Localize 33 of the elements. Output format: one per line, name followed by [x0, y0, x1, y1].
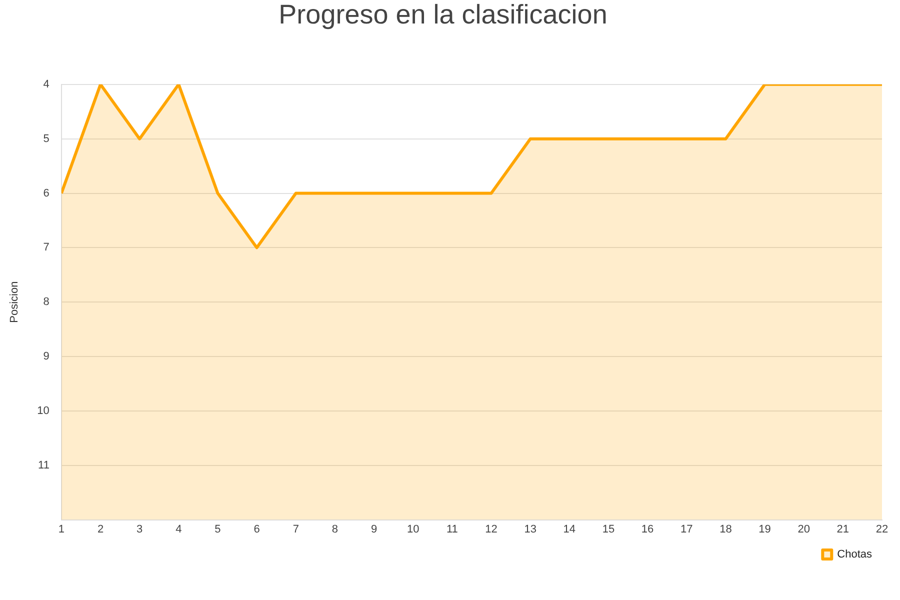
y-tick-label: 11 [38, 459, 50, 472]
y-axis-title: Posicion [8, 281, 21, 323]
x-tick-label: 5 [214, 523, 221, 536]
x-tick-label: 9 [370, 523, 378, 536]
x-tick-label: 18 [720, 523, 732, 536]
x-tick-label: 21 [836, 523, 850, 536]
x-tick-label: 15 [602, 523, 615, 536]
x-tick-label: 2 [97, 523, 104, 536]
x-tick-label: 3 [136, 523, 143, 536]
x-tick-label: 7 [292, 523, 299, 536]
y-tick-label: 10 [37, 404, 50, 417]
y-tick-label: 9 [43, 350, 50, 363]
y-tick-label: 7 [43, 242, 50, 254]
x-tick-label: 19 [758, 523, 771, 536]
x-tick-label: 22 [876, 523, 888, 536]
y-tick-label: 6 [43, 187, 50, 200]
chart-title: Progreso en la clasificacion [278, 0, 608, 30]
x-tick-label: 17 [680, 523, 693, 536]
y-tick-label: 5 [43, 132, 50, 145]
x-tick-label: 16 [641, 523, 654, 536]
x-tick-label: 20 [798, 523, 810, 536]
x-tick-label: 10 [406, 523, 420, 536]
x-tick-label: 4 [176, 523, 182, 536]
y-tick-label: 8 [43, 296, 50, 308]
x-tick-label: 8 [332, 523, 338, 536]
x-tick-label: 12 [485, 523, 498, 536]
x-tick-label: 14 [563, 523, 576, 536]
x-tick-label: 11 [446, 523, 458, 536]
x-tick-label: 1 [58, 523, 64, 536]
legend-label: Chotas [837, 548, 872, 561]
y-tick-label: 4 [43, 78, 50, 90]
x-tick-label: 6 [254, 523, 260, 536]
x-tick-label: 13 [524, 523, 536, 536]
